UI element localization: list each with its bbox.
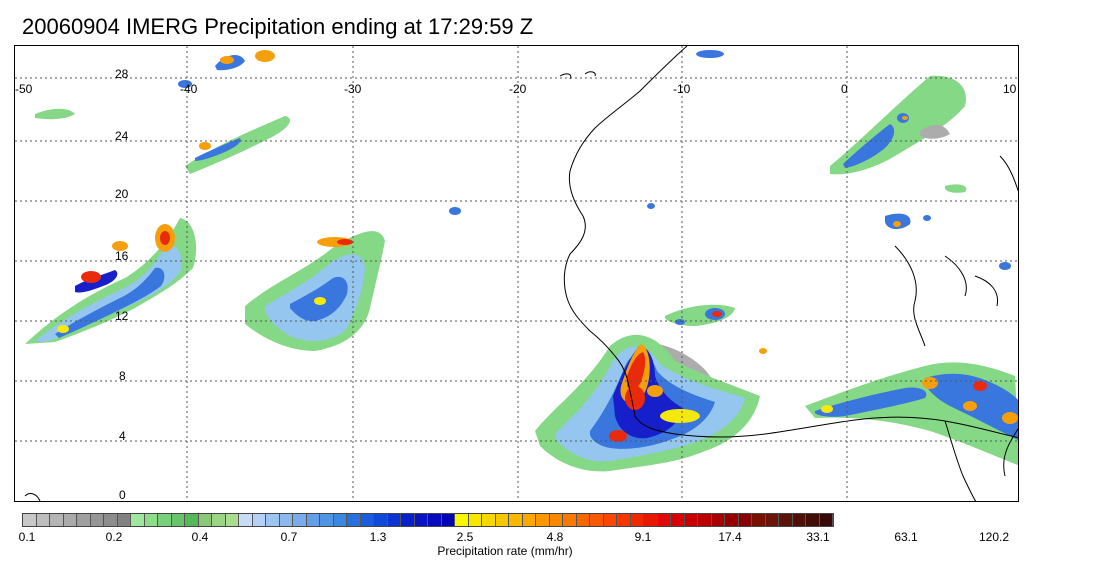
colorbar-swatch [266, 514, 280, 526]
colorbar-swatch [225, 514, 239, 526]
colorbar-label: 33.1 [806, 530, 830, 544]
colorbar-title: Precipitation rate (mm/hr) [437, 544, 573, 558]
colorbar-swatch [522, 514, 536, 526]
lon-label: -40 [180, 82, 198, 96]
colorbar-swatch [590, 514, 604, 526]
lon-label: -10 [673, 82, 691, 96]
colorbar-swatch [509, 514, 523, 526]
precip-west-band [25, 218, 197, 344]
colorbar-swatch [468, 514, 482, 526]
colorbar-swatch [765, 514, 779, 526]
colorbar-swatch [806, 514, 820, 526]
colorbar-swatch [725, 514, 739, 526]
colorbar-label: 63.1 [894, 530, 918, 544]
lat-label: 4 [119, 429, 126, 443]
colorbar-swatch [239, 514, 253, 526]
lat-label: 20 [115, 187, 129, 201]
colorbar-label: 120.2 [978, 530, 1010, 544]
lat-label: 0 [119, 488, 126, 502]
colorbar-swatch [738, 514, 752, 526]
colorbar-swatch [576, 514, 590, 526]
colorbar-swatch [198, 514, 212, 526]
colorbar-swatch [360, 514, 374, 526]
colorbar-swatch [212, 514, 226, 526]
colorbar-swatch [131, 514, 145, 526]
colorbar-label: 0.2 [105, 530, 123, 544]
colorbar-label: 0.1 [18, 530, 36, 544]
colorbar-swatch [603, 514, 617, 526]
colorbar-swatch [36, 514, 50, 526]
colorbar-swatch [158, 514, 172, 526]
lon-label: -30 [344, 82, 362, 96]
colorbar-swatch [698, 514, 712, 526]
colorbar-swatch [63, 514, 77, 526]
colorbar-swatch [711, 514, 725, 526]
colorbar-swatch [617, 514, 631, 526]
graticule [15, 46, 1018, 501]
colorbar-swatch [563, 514, 577, 526]
precip-colorbar [22, 513, 834, 527]
colorbar-swatch [414, 514, 428, 526]
colorbar-swatch [536, 514, 550, 526]
colorbar-swatch [752, 514, 766, 526]
colorbar-swatch [104, 514, 118, 526]
colorbar-swatch [333, 514, 347, 526]
colorbar-swatch [77, 514, 91, 526]
colorbar-swatch [495, 514, 509, 526]
colorbar-swatch [549, 514, 563, 526]
colorbar-label: 1.3 [369, 530, 387, 544]
colorbar-swatch [455, 514, 469, 526]
colorbar-swatch [320, 514, 334, 526]
coastline-layer [24, 46, 1018, 501]
colorbar-swatch [792, 514, 806, 526]
lat-label: 8 [119, 369, 126, 383]
colorbar-swatch [657, 514, 671, 526]
colorbar-swatch [441, 514, 455, 526]
colorbar-swatch [50, 514, 64, 526]
colorbar-swatch [23, 514, 37, 526]
colorbar-swatch [293, 514, 307, 526]
colorbar-swatch [279, 514, 293, 526]
lat-label: 28 [115, 67, 129, 81]
colorbar-swatch [819, 514, 833, 526]
lat-label: 16 [115, 249, 129, 263]
colorbar-swatch [428, 514, 442, 526]
map-canvas [15, 46, 1018, 501]
map-title: 20060904 IMERG Precipitation ending at 1… [22, 14, 534, 39]
colorbar-swatch [347, 514, 361, 526]
colorbar-label: 17.4 [718, 530, 742, 544]
lon-label: 10 [1003, 82, 1017, 96]
colorbar-label: 2.5 [456, 530, 474, 544]
colorbar-swatch [171, 514, 185, 526]
precipitation-map: -50 -40 -30 -20 -10 0 10 28 24 20 16 12 … [14, 45, 1019, 502]
lat-label: 12 [115, 309, 129, 323]
lat-label: 24 [115, 129, 129, 143]
colorbar-label: 0.4 [191, 530, 209, 544]
colorbar-swatch [306, 514, 320, 526]
colorbar-swatch [252, 514, 266, 526]
colorbar-swatch [401, 514, 415, 526]
colorbar-swatch [387, 514, 401, 526]
colorbar-swatch [117, 514, 131, 526]
colorbar-swatch [671, 514, 685, 526]
colorbar-swatch [779, 514, 793, 526]
colorbar-label: 4.8 [546, 530, 564, 544]
lon-label: -50 [15, 82, 33, 96]
colorbar-swatch [684, 514, 698, 526]
colorbar-label: 9.1 [634, 530, 652, 544]
colorbar-swatch [644, 514, 658, 526]
colorbar-label: 0.7 [280, 530, 298, 544]
colorbar-swatch [630, 514, 644, 526]
colorbar-swatch [374, 514, 388, 526]
colorbar-swatch [144, 514, 158, 526]
colorbar-swatch [90, 514, 104, 526]
colorbar-swatch [482, 514, 496, 526]
colorbar-swatch [185, 514, 199, 526]
lon-label: 0 [841, 82, 848, 96]
lon-label: -20 [509, 82, 527, 96]
